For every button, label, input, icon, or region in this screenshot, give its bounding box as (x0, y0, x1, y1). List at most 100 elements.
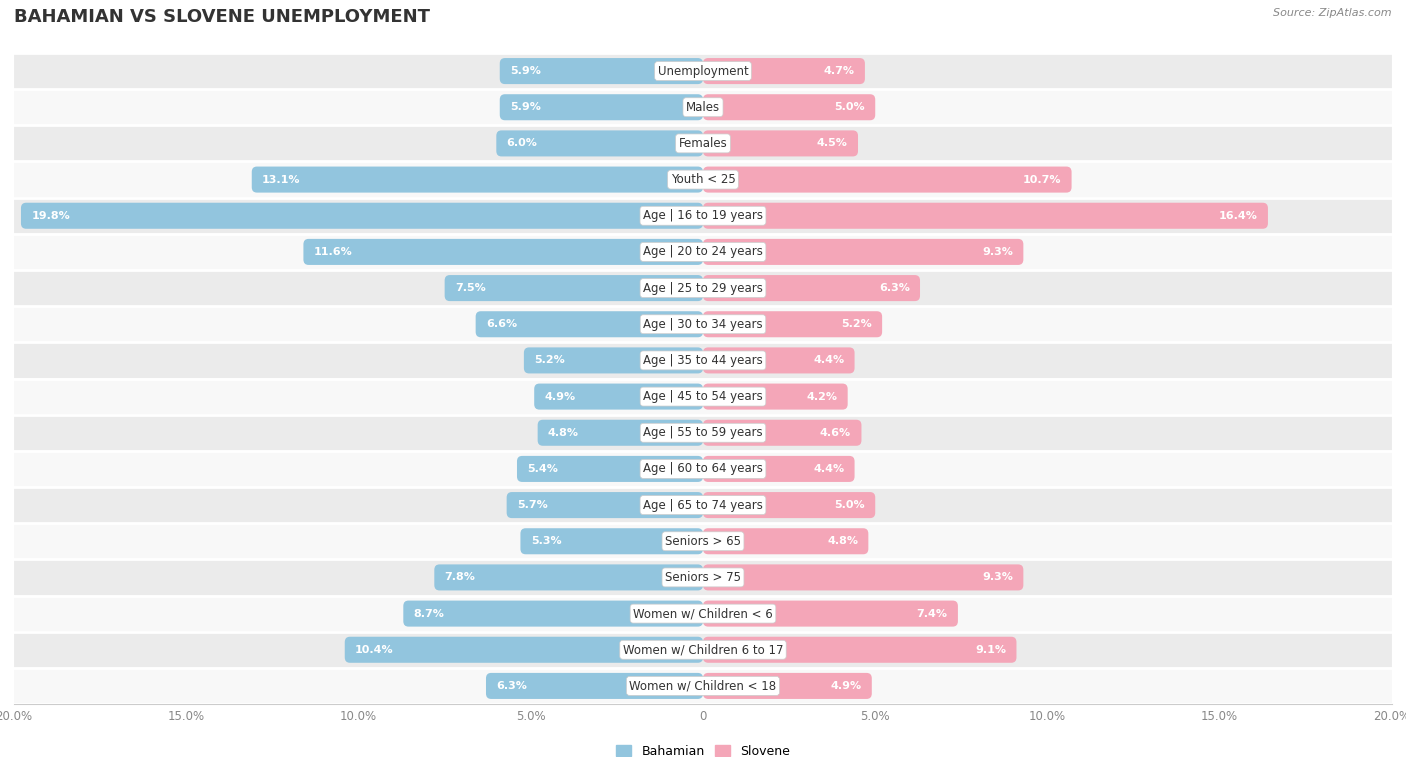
Text: 7.5%: 7.5% (456, 283, 485, 293)
FancyBboxPatch shape (703, 673, 872, 699)
Text: 4.4%: 4.4% (813, 356, 844, 366)
FancyBboxPatch shape (14, 668, 1392, 704)
Text: Females: Females (679, 137, 727, 150)
Text: 9.1%: 9.1% (976, 645, 1007, 655)
Text: 11.6%: 11.6% (314, 247, 353, 257)
Text: Age | 25 to 29 years: Age | 25 to 29 years (643, 282, 763, 294)
FancyBboxPatch shape (703, 492, 875, 518)
Text: Seniors > 65: Seniors > 65 (665, 534, 741, 548)
Text: 5.7%: 5.7% (517, 500, 548, 510)
Text: 10.7%: 10.7% (1022, 175, 1062, 185)
FancyBboxPatch shape (534, 384, 703, 410)
FancyBboxPatch shape (703, 311, 882, 338)
FancyBboxPatch shape (520, 528, 703, 554)
Text: Youth < 25: Youth < 25 (671, 173, 735, 186)
Text: 4.9%: 4.9% (544, 391, 575, 401)
FancyBboxPatch shape (14, 126, 1392, 161)
FancyBboxPatch shape (14, 306, 1392, 342)
FancyBboxPatch shape (703, 600, 957, 627)
Text: Source: ZipAtlas.com: Source: ZipAtlas.com (1274, 8, 1392, 17)
Text: 7.8%: 7.8% (444, 572, 475, 582)
Text: Age | 45 to 54 years: Age | 45 to 54 years (643, 390, 763, 403)
FancyBboxPatch shape (14, 198, 1392, 234)
FancyBboxPatch shape (703, 239, 1024, 265)
Text: Women w/ Children 6 to 17: Women w/ Children 6 to 17 (623, 643, 783, 656)
Text: Women w/ Children < 6: Women w/ Children < 6 (633, 607, 773, 620)
Text: 4.5%: 4.5% (817, 139, 848, 148)
FancyBboxPatch shape (434, 565, 703, 590)
FancyBboxPatch shape (14, 161, 1392, 198)
FancyBboxPatch shape (703, 456, 855, 482)
Text: 5.2%: 5.2% (841, 319, 872, 329)
Text: BAHAMIAN VS SLOVENE UNEMPLOYMENT: BAHAMIAN VS SLOVENE UNEMPLOYMENT (14, 8, 430, 26)
Legend: Bahamian, Slovene: Bahamian, Slovene (612, 740, 794, 757)
Text: Age | 55 to 59 years: Age | 55 to 59 years (643, 426, 763, 439)
FancyBboxPatch shape (517, 456, 703, 482)
Text: 5.9%: 5.9% (510, 66, 541, 76)
Text: 9.3%: 9.3% (983, 247, 1012, 257)
FancyBboxPatch shape (703, 58, 865, 84)
Text: Age | 30 to 34 years: Age | 30 to 34 years (643, 318, 763, 331)
FancyBboxPatch shape (537, 419, 703, 446)
Text: 4.8%: 4.8% (827, 536, 858, 547)
Text: 6.3%: 6.3% (496, 681, 527, 691)
Text: Age | 16 to 19 years: Age | 16 to 19 years (643, 209, 763, 223)
FancyBboxPatch shape (14, 631, 1392, 668)
FancyBboxPatch shape (703, 528, 869, 554)
Text: 4.8%: 4.8% (548, 428, 579, 438)
Text: Age | 35 to 44 years: Age | 35 to 44 years (643, 354, 763, 367)
FancyBboxPatch shape (703, 167, 1071, 192)
Text: Males: Males (686, 101, 720, 114)
Text: 4.4%: 4.4% (813, 464, 844, 474)
Text: 5.4%: 5.4% (527, 464, 558, 474)
Text: 13.1%: 13.1% (262, 175, 301, 185)
FancyBboxPatch shape (404, 600, 703, 627)
Text: 5.0%: 5.0% (834, 500, 865, 510)
Text: 10.4%: 10.4% (356, 645, 394, 655)
Text: 8.7%: 8.7% (413, 609, 444, 618)
FancyBboxPatch shape (14, 596, 1392, 631)
Text: Women w/ Children < 18: Women w/ Children < 18 (630, 680, 776, 693)
Text: 9.3%: 9.3% (983, 572, 1012, 582)
FancyBboxPatch shape (703, 565, 1024, 590)
FancyBboxPatch shape (14, 342, 1392, 378)
Text: 6.3%: 6.3% (879, 283, 910, 293)
Text: Age | 60 to 64 years: Age | 60 to 64 years (643, 463, 763, 475)
FancyBboxPatch shape (14, 415, 1392, 451)
FancyBboxPatch shape (499, 58, 703, 84)
Text: 6.0%: 6.0% (506, 139, 537, 148)
FancyBboxPatch shape (475, 311, 703, 338)
FancyBboxPatch shape (14, 487, 1392, 523)
FancyBboxPatch shape (486, 673, 703, 699)
FancyBboxPatch shape (703, 203, 1268, 229)
FancyBboxPatch shape (14, 378, 1392, 415)
Text: 6.6%: 6.6% (486, 319, 517, 329)
FancyBboxPatch shape (252, 167, 703, 192)
Text: Seniors > 75: Seniors > 75 (665, 571, 741, 584)
FancyBboxPatch shape (506, 492, 703, 518)
FancyBboxPatch shape (703, 130, 858, 157)
Text: 16.4%: 16.4% (1219, 210, 1257, 221)
FancyBboxPatch shape (499, 94, 703, 120)
FancyBboxPatch shape (14, 89, 1392, 126)
FancyBboxPatch shape (14, 451, 1392, 487)
FancyBboxPatch shape (524, 347, 703, 373)
Text: Age | 20 to 24 years: Age | 20 to 24 years (643, 245, 763, 258)
FancyBboxPatch shape (344, 637, 703, 663)
FancyBboxPatch shape (496, 130, 703, 157)
Text: 4.6%: 4.6% (820, 428, 851, 438)
FancyBboxPatch shape (703, 94, 875, 120)
FancyBboxPatch shape (304, 239, 703, 265)
FancyBboxPatch shape (21, 203, 703, 229)
FancyBboxPatch shape (703, 637, 1017, 663)
FancyBboxPatch shape (703, 347, 855, 373)
Text: 19.8%: 19.8% (31, 210, 70, 221)
Text: Age | 65 to 74 years: Age | 65 to 74 years (643, 499, 763, 512)
FancyBboxPatch shape (703, 275, 920, 301)
FancyBboxPatch shape (14, 53, 1392, 89)
Text: 5.9%: 5.9% (510, 102, 541, 112)
Text: 5.0%: 5.0% (834, 102, 865, 112)
FancyBboxPatch shape (703, 419, 862, 446)
Text: 4.7%: 4.7% (824, 66, 855, 76)
Text: 5.3%: 5.3% (531, 536, 561, 547)
